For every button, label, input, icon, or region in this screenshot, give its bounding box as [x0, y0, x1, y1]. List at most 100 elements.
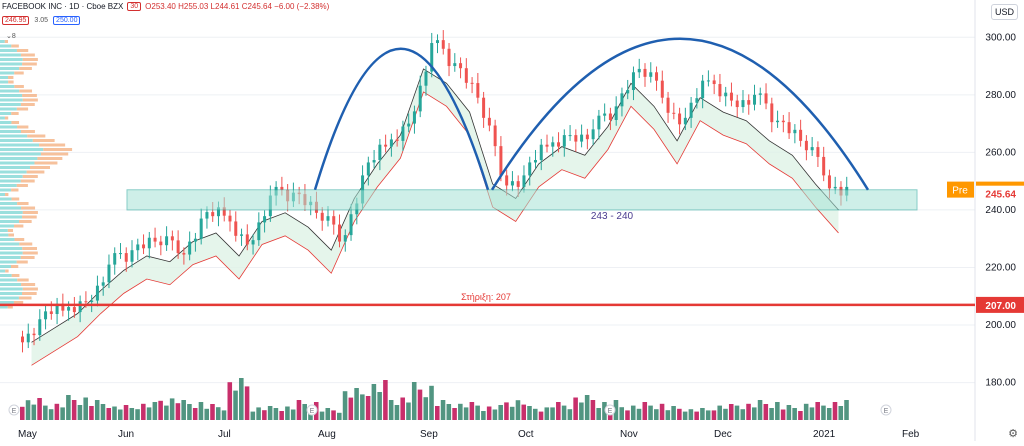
candle-body: [343, 235, 347, 242]
volume-bar: [37, 398, 42, 420]
ma-cloud: [31, 68, 839, 366]
volume-bar: [654, 409, 659, 420]
volume-bar: [123, 405, 129, 420]
candle-body: [430, 43, 434, 72]
bid-price[interactable]: 246.95: [2, 16, 30, 25]
volume-profile-bar: [0, 49, 17, 52]
volume-profile-bar: [0, 40, 5, 43]
candle-body: [44, 311, 48, 320]
candle-body: [499, 146, 503, 176]
event-marker-label: E: [608, 408, 613, 415]
candle-body: [142, 244, 146, 249]
volume-bar: [625, 410, 630, 420]
bid-ask-row: 246.95 3.05 250.00: [2, 16, 81, 25]
volume-profile-bar: [19, 89, 33, 93]
candle-body: [193, 238, 197, 242]
chart-header: FACEBOOK INC · 1D · Cboe BZX 30 O253.40 …: [2, 2, 329, 11]
volume-bar: [290, 409, 296, 420]
volume-profile-bar: [19, 67, 32, 70]
volume-bar: [296, 400, 302, 420]
volume-bar: [360, 394, 365, 420]
candle-body: [118, 253, 122, 255]
support-zone: [126, 189, 918, 211]
candle-body: [747, 100, 751, 105]
volume-profile-bar: [0, 242, 20, 246]
volume-profile-bar: [11, 274, 20, 277]
volume-bar: [394, 405, 400, 420]
volume-profile-bar: [8, 233, 15, 237]
volume-profile-bar: [11, 197, 20, 201]
volume-bar: [452, 408, 457, 420]
volume-bar: [746, 403, 751, 420]
volume-profile-bar: [14, 85, 24, 88]
candle-body: [441, 40, 445, 49]
gear-icon[interactable]: ⚙: [1008, 428, 1018, 440]
candle-body: [32, 333, 36, 336]
volume-profile-bar: [0, 247, 23, 250]
volume-bar: [112, 406, 117, 420]
volume-bar: [769, 408, 774, 420]
candle-body: [49, 311, 53, 315]
pattern-arc-right: [490, 37, 870, 191]
candle-body: [26, 333, 30, 343]
volume-bar: [25, 400, 31, 420]
volume-bar: [66, 395, 71, 420]
symbol-title: FACEBOOK INC · 1D · Cboe BZX: [2, 2, 124, 11]
volume-bar: [285, 406, 290, 420]
volume-bar: [83, 397, 88, 420]
volume-profile-bar: [16, 49, 29, 52]
candle-body: [695, 98, 699, 103]
volume-bar: [325, 408, 331, 420]
volume-bar: [792, 408, 797, 420]
collapse-indicators[interactable]: ⌄8: [6, 33, 16, 40]
volume-bar: [152, 402, 158, 420]
volume-profile-bar: [4, 40, 8, 43]
volume-profile-bar: [0, 76, 9, 79]
candle-body: [263, 216, 267, 223]
volume-profile-bar: [0, 229, 8, 232]
candle-body: [153, 237, 157, 242]
indicator-badge[interactable]: 30: [127, 2, 142, 11]
candle-body: [366, 162, 370, 176]
volume-profile-bar: [0, 197, 12, 201]
candle-body: [384, 144, 388, 147]
volume-bar: [596, 408, 601, 420]
candle-body: [257, 222, 261, 241]
volume-profile-bar: [5, 269, 9, 273]
volume-bar: [411, 382, 417, 420]
candle-body: [453, 63, 457, 67]
volume-profile-bar: [0, 125, 18, 129]
volume-bar: [48, 409, 54, 420]
volume-profile-bar: [0, 71, 15, 75]
volume-bar: [256, 407, 261, 420]
volume-profile-bar: [0, 211, 23, 214]
volume-bar: [198, 402, 204, 420]
volume-profile-bar: [0, 157, 38, 160]
ask-price[interactable]: 250.00: [53, 16, 81, 25]
volume-profile-bar: [0, 139, 33, 142]
volume-profile-bar: [0, 85, 15, 88]
candle-body: [251, 240, 255, 245]
x-tick-label: Feb: [902, 429, 920, 440]
candle-body: [401, 126, 405, 141]
event-marker: [880, 404, 892, 416]
volume-profile-bar: [21, 283, 36, 286]
volume-bar: [365, 396, 371, 420]
volume-bar: [486, 406, 492, 420]
candle-body: [827, 175, 831, 189]
volume-bar: [786, 405, 792, 420]
volume-profile-bar: [0, 89, 20, 93]
volume-bar: [509, 406, 515, 420]
volume-profile-bar: [0, 206, 22, 210]
volume-bar: [435, 406, 440, 420]
chevron-down-icon: ⌄: [6, 33, 12, 40]
volume-bar: [400, 397, 405, 420]
candle-body: [280, 186, 284, 190]
volume-profile-bar: [7, 305, 13, 309]
candle-body: [758, 93, 762, 95]
volume-profile-bar: [22, 287, 38, 291]
x-tick-label: Nov: [620, 429, 638, 440]
candle-body: [418, 85, 422, 112]
currency-button[interactable]: USD: [990, 4, 1018, 20]
